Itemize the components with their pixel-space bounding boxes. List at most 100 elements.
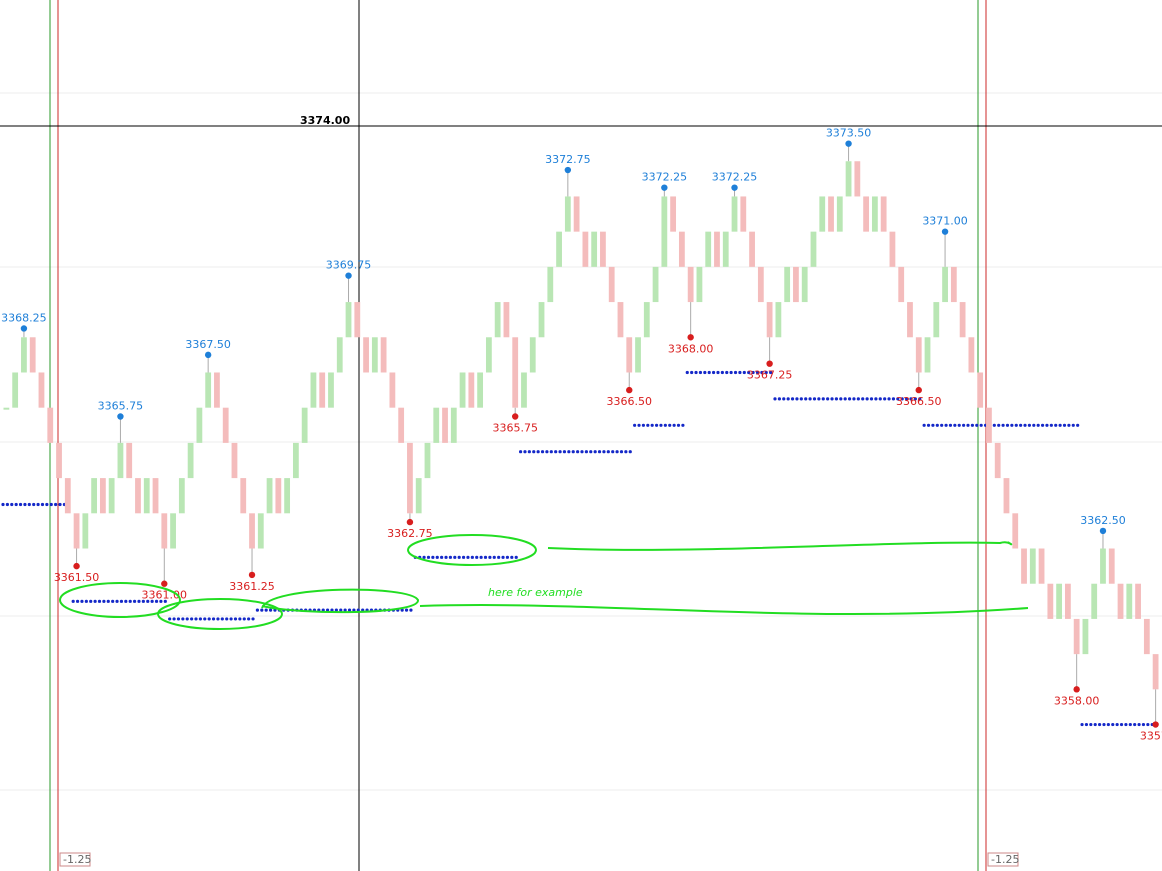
candle: [933, 302, 940, 338]
swing-high-label: 3365.75: [98, 399, 144, 412]
candle: [942, 266, 948, 303]
swing-low: [73, 562, 80, 570]
swing-low: [626, 386, 633, 394]
candle: [99, 478, 106, 514]
candle: [854, 161, 861, 197]
candle: [986, 407, 992, 443]
candle: [292, 442, 299, 479]
candle: [503, 302, 510, 338]
swing-high-label: 3362.50: [1080, 514, 1126, 527]
candle: [442, 407, 448, 443]
swing-low-label: 3361.25: [229, 580, 275, 593]
candle: [1082, 618, 1089, 655]
candle: [1126, 583, 1133, 619]
candle: [161, 513, 168, 549]
candle: [345, 302, 352, 338]
swing-high: [345, 272, 352, 279]
cursor-value: -1.25: [63, 853, 91, 866]
candle: [714, 231, 720, 267]
candle: [959, 302, 966, 338]
candle: [1029, 548, 1036, 584]
candle: [1064, 583, 1071, 619]
swing-low: [161, 580, 168, 587]
candle: [380, 337, 387, 373]
swing-high-label: 3367.50: [185, 338, 231, 351]
candle: [626, 337, 633, 373]
candle: [214, 372, 220, 408]
candle: [801, 266, 808, 303]
candle: [459, 372, 466, 408]
candle: [117, 442, 124, 479]
swing-low: [406, 518, 414, 526]
swing-low: [766, 360, 773, 367]
candle: [1100, 548, 1106, 584]
candle: [91, 478, 98, 514]
candle: [652, 266, 659, 303]
candle: [301, 407, 308, 443]
swing-low-label: 3361.00: [142, 589, 188, 602]
candle: [12, 372, 19, 408]
candle: [784, 266, 791, 303]
candle: [670, 196, 677, 232]
candle: [1021, 548, 1027, 584]
candle: [257, 513, 264, 549]
candle: [1038, 548, 1045, 584]
candle: [635, 337, 641, 373]
candle: [915, 337, 922, 373]
candle: [249, 513, 255, 549]
swing-high: [941, 228, 949, 235]
candle: [661, 196, 668, 267]
candle: [617, 302, 624, 338]
candle: [1143, 618, 1150, 655]
swing-low-label: 3357.: [1140, 730, 1162, 743]
candle: [1012, 513, 1019, 549]
candle: [907, 302, 913, 338]
candle: [696, 266, 703, 303]
swing-high-label: 3369.75: [326, 259, 372, 272]
candle: [600, 231, 606, 267]
candle: [266, 478, 273, 514]
candle: [47, 407, 54, 443]
candle: [433, 407, 440, 443]
candle: [968, 337, 975, 373]
swing-low-label: 3365.75: [492, 421, 538, 434]
swing-low-label: 3358.00: [1054, 694, 1100, 707]
candle: [126, 442, 133, 479]
candle: [73, 513, 80, 549]
candle: [1047, 583, 1054, 619]
candle: [582, 231, 589, 267]
candle: [310, 372, 317, 408]
candle: [170, 513, 176, 549]
candle: [371, 337, 378, 373]
candle: [143, 478, 150, 514]
candle: [547, 266, 554, 303]
cursor-value: -1.25: [991, 853, 1019, 866]
candle: [810, 231, 817, 267]
swing-low-label: 3362.75: [387, 527, 433, 540]
candle: [38, 372, 45, 408]
swing-high-label: 3372.25: [712, 171, 758, 184]
candle: [757, 266, 764, 303]
candle: [731, 196, 738, 232]
swing-low: [1152, 721, 1159, 728]
swing-high: [20, 325, 28, 332]
swing-high-label: 3372.25: [642, 171, 688, 184]
candle: [880, 196, 887, 232]
swing-low-label: 3366.50: [896, 395, 942, 408]
candle: [485, 337, 492, 373]
candle: [775, 302, 782, 338]
candle: [389, 372, 396, 408]
swing-low: [915, 386, 922, 394]
swing-low-label: 3366.50: [607, 395, 653, 408]
swing-low: [248, 571, 256, 579]
grid: [0, 92, 1162, 791]
swing-low: [687, 334, 694, 341]
candle: [178, 478, 185, 514]
cursor-box: [59, 852, 91, 867]
candle: [863, 196, 870, 232]
swing-high-label: 3372.75: [545, 153, 591, 166]
candle: [924, 337, 931, 373]
candle: [398, 407, 405, 443]
candle: [1073, 618, 1080, 655]
